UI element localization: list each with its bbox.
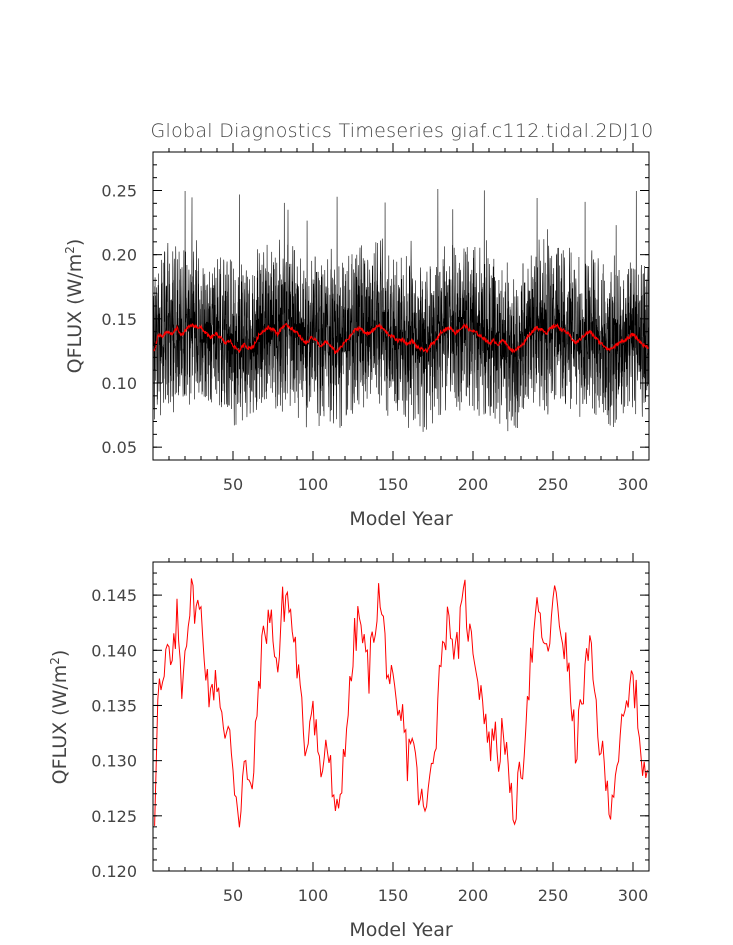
bottom-plot-area [154, 578, 648, 828]
top-plot-area [152, 188, 650, 432]
bottom-x-tick-label: 200 [458, 886, 489, 905]
top-y-tick-label: 0.15 [101, 310, 137, 329]
top-x-tick-label: 250 [538, 475, 569, 494]
top-y-tick-label: 0.20 [101, 246, 137, 265]
bottom-y-tick-label: 0.140 [91, 641, 137, 660]
bottom-x-ticks: 50 100 150 200 250 300 [168, 553, 649, 905]
bottom-x-axis-label: Model Year [349, 919, 453, 941]
series-monthly-line [152, 188, 650, 432]
bottom-panel: 0.120 0.125 0.130 0.135 0.140 0.145 50 100 150 2… [48, 553, 650, 941]
series-annual-mean-line [154, 578, 648, 828]
bottom-x-tick-label: 250 [538, 886, 569, 905]
bottom-x-tick-label: 300 [618, 886, 649, 905]
top-x-tick-label: 100 [298, 475, 329, 494]
top-y-tick-label: 0.25 [101, 182, 137, 201]
top-x-tick-label: 50 [223, 475, 243, 494]
top-x-tick-label: 150 [378, 475, 409, 494]
top-x-tick-label: 300 [618, 475, 649, 494]
top-x-tick-label: 200 [458, 475, 489, 494]
bottom-y-tick-label: 0.135 [91, 696, 137, 715]
top-x-axis-label: Model Year [349, 508, 453, 530]
chart-title: Global Diagnostics Timeseries giaf.c112.… [150, 120, 653, 142]
top-x-ticks: 50 100 150 200 250 300 [168, 143, 649, 494]
bottom-x-tick-label: 100 [298, 886, 329, 905]
bottom-y-tick-label: 0.145 [91, 586, 137, 605]
series-annual-mean-line-top [152, 322, 650, 354]
top-panel: Global Diagnostics Timeseries giaf.c112.… [63, 120, 653, 530]
bottom-x-tick-label: 150 [378, 886, 409, 905]
bottom-x-tick-label: 50 [223, 886, 243, 905]
bottom-y-axis-label: QFLUX (W/m2) [48, 650, 71, 785]
bottom-y-tick-label: 0.125 [91, 807, 137, 826]
top-y-ticks: 0.05 0.10 0.15 0.20 0.25 [101, 151, 649, 461]
top-y-axis-label: QFLUX (W/m2) [63, 239, 86, 374]
bottom-y-ticks: 0.120 0.125 0.130 0.135 0.140 0.145 [91, 561, 649, 881]
top-y-tick-label: 0.05 [101, 438, 137, 457]
bottom-y-tick-label: 0.120 [91, 862, 137, 881]
top-y-tick-label: 0.10 [101, 374, 137, 393]
bottom-y-tick-label: 0.130 [91, 752, 137, 771]
